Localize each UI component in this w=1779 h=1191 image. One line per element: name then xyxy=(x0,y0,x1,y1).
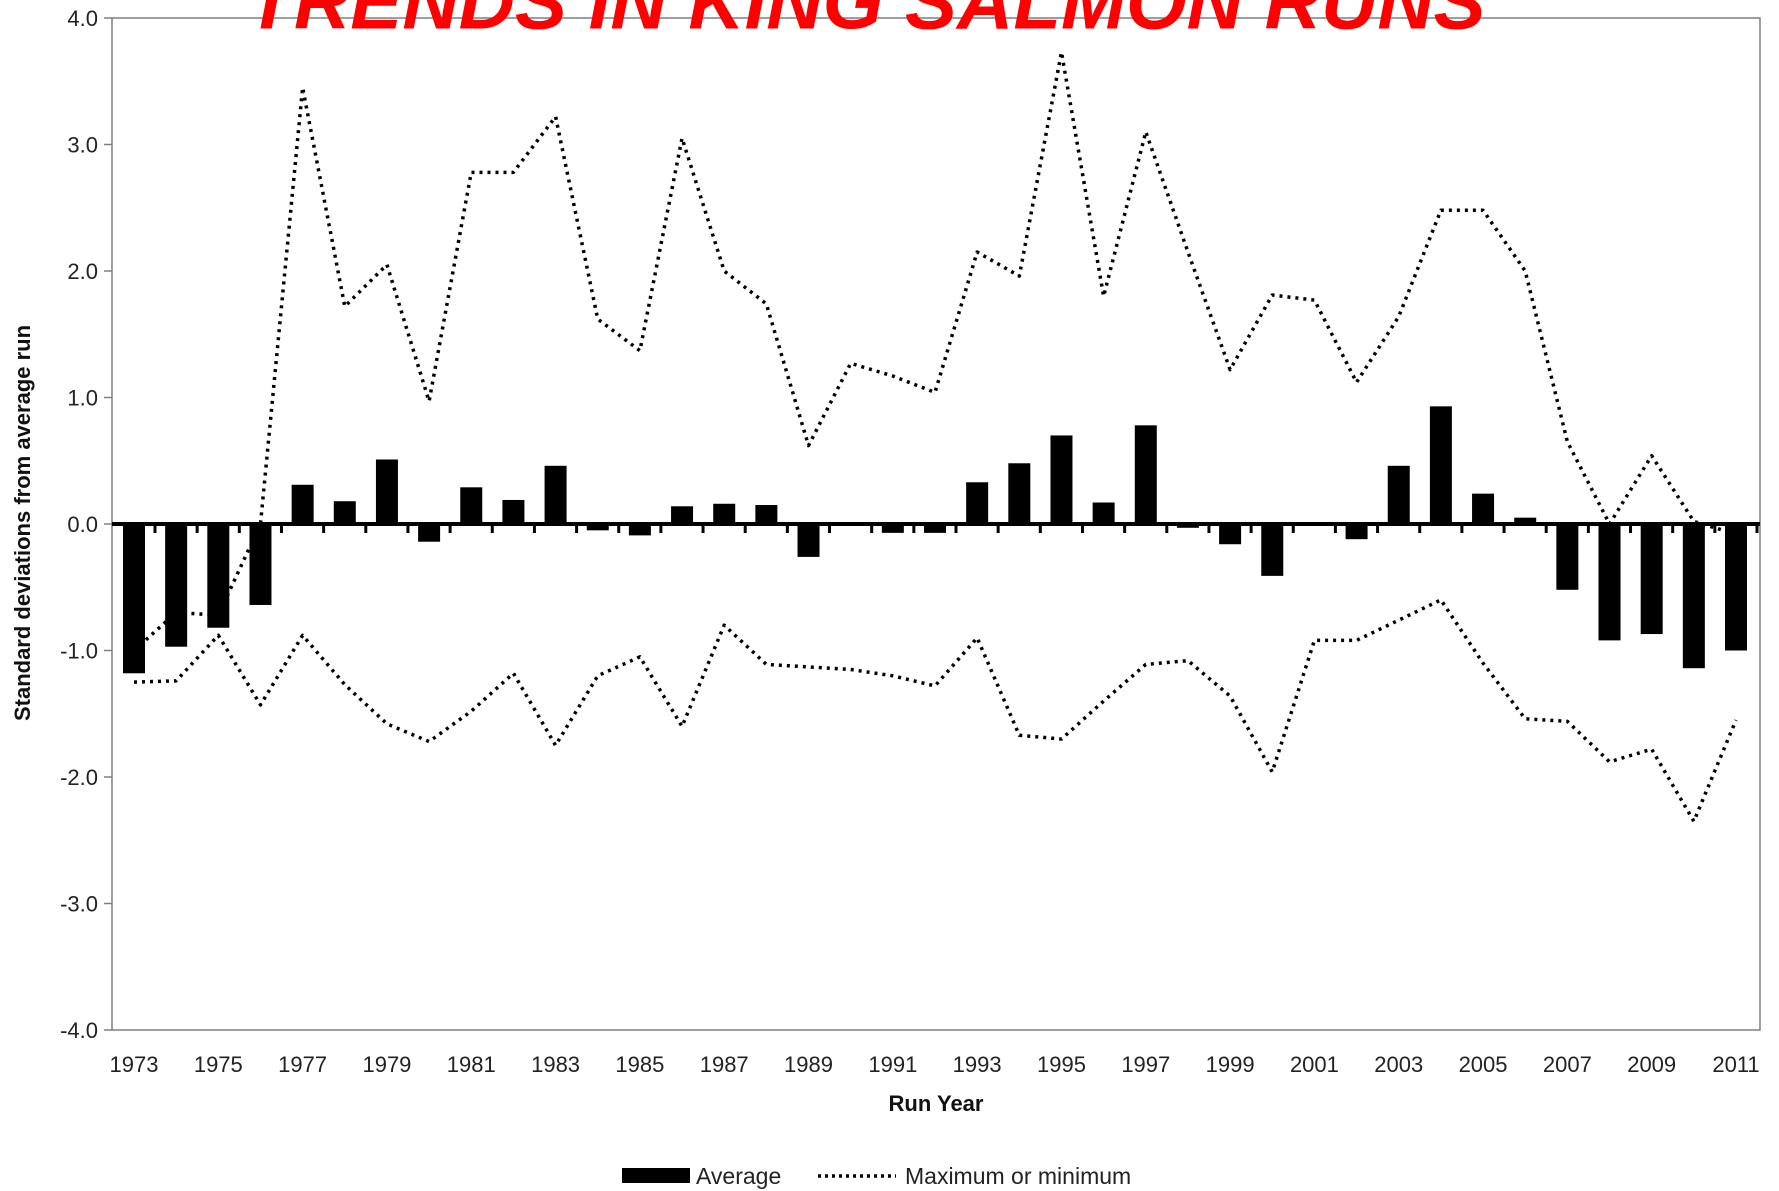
bar-average xyxy=(966,482,989,524)
bar-average xyxy=(544,465,567,524)
bar-average xyxy=(1514,517,1537,524)
bar-average xyxy=(1134,425,1157,524)
y-tick-label: 0.0 xyxy=(67,512,98,537)
x-tick-label: 2005 xyxy=(1459,1052,1508,1077)
bar-average xyxy=(123,524,145,674)
bar-average xyxy=(418,524,441,542)
x-tick-label: 2003 xyxy=(1374,1052,1423,1077)
y-tick-label: 4.0 xyxy=(67,6,98,31)
bar-average xyxy=(1472,493,1495,524)
x-tick-label: 1973 xyxy=(110,1052,159,1077)
bar-average xyxy=(207,524,230,628)
bars-group xyxy=(123,406,1747,674)
bar-average xyxy=(1050,435,1073,524)
bar-average xyxy=(1261,524,1284,576)
bar-average xyxy=(1640,524,1663,635)
x-tick-label: 2011 xyxy=(1712,1052,1759,1077)
x-tick-label: 1997 xyxy=(1121,1052,1170,1077)
bar-average xyxy=(924,524,946,533)
bar-average xyxy=(1682,524,1705,669)
x-tick-labels: 1973 1975 1977 1979 1981 1983 1985 1987 1989 1991… xyxy=(110,1052,1760,1077)
bar-average xyxy=(797,524,820,557)
bar-average xyxy=(881,524,904,533)
bar-average xyxy=(291,484,314,524)
x-tick-label: 2009 xyxy=(1627,1052,1676,1077)
bar-average xyxy=(460,487,483,524)
chart-title: TRENDS IN KING SALMON RUNS xyxy=(246,0,1485,46)
y-tick-label: -4.0 xyxy=(60,1018,98,1043)
bar-average xyxy=(1008,463,1031,524)
x-axis-label: Run Year xyxy=(889,1091,984,1116)
bar-average xyxy=(502,499,525,524)
bar-average xyxy=(586,524,609,531)
axes-group xyxy=(112,522,1760,533)
bar-average xyxy=(1387,465,1410,524)
bar-average xyxy=(1219,524,1242,545)
y-tick-label: -2.0 xyxy=(60,765,98,790)
bar-average xyxy=(1092,502,1115,524)
x-tick-label: 1989 xyxy=(784,1052,833,1077)
bar-average xyxy=(375,459,398,524)
bar-average xyxy=(1556,524,1579,590)
x-tick-label: 1991 xyxy=(868,1052,917,1077)
x-tick-label: 1985 xyxy=(615,1052,664,1077)
x-tick-label: 2001 xyxy=(1290,1052,1339,1077)
bar-average xyxy=(333,501,356,524)
x-tick-label: 1995 xyxy=(1037,1052,1086,1077)
y-tick-label: 3.0 xyxy=(67,133,98,158)
legend: Average Maximum or minimum xyxy=(622,1163,1131,1189)
x-tick-label: 1977 xyxy=(278,1052,327,1077)
y-tick-label: 2.0 xyxy=(67,259,98,284)
y-tick-label: -1.0 xyxy=(60,639,98,664)
x-tick-label: 1987 xyxy=(700,1052,749,1077)
y-tick-label: -3.0 xyxy=(60,892,98,917)
x-tick-label: 1983 xyxy=(531,1052,580,1077)
x-tick-label: 1993 xyxy=(953,1052,1002,1077)
x-tick-label: 1981 xyxy=(447,1052,496,1077)
bar-average xyxy=(755,505,778,524)
x-tick-label: 2007 xyxy=(1543,1052,1592,1077)
bar-average xyxy=(165,524,188,647)
bar-average xyxy=(713,503,736,524)
y-tick-labels: 4.0 3.0 2.0 1.0 0.0 -1.0 -2.0 -3.0 -4.0 xyxy=(60,6,112,1043)
bar-average xyxy=(671,506,694,524)
x-tick-label: 1999 xyxy=(1206,1052,1255,1077)
y-tick-label: 1.0 xyxy=(67,386,98,411)
bar-average xyxy=(1598,524,1621,641)
bar-average xyxy=(1725,524,1747,651)
bar-average xyxy=(628,524,651,536)
y-axis-label: Standard deviations from average run xyxy=(10,325,35,721)
x-tick-label: 1979 xyxy=(362,1052,411,1077)
bar-average xyxy=(249,524,272,605)
legend-label-average: Average xyxy=(696,1163,781,1189)
bar-average xyxy=(1429,406,1452,524)
x-tick-label: 1975 xyxy=(194,1052,243,1077)
legend-swatch-average xyxy=(622,1168,690,1183)
legend-label-max-min: Maximum or minimum xyxy=(905,1163,1131,1189)
bar-average xyxy=(1345,524,1368,540)
